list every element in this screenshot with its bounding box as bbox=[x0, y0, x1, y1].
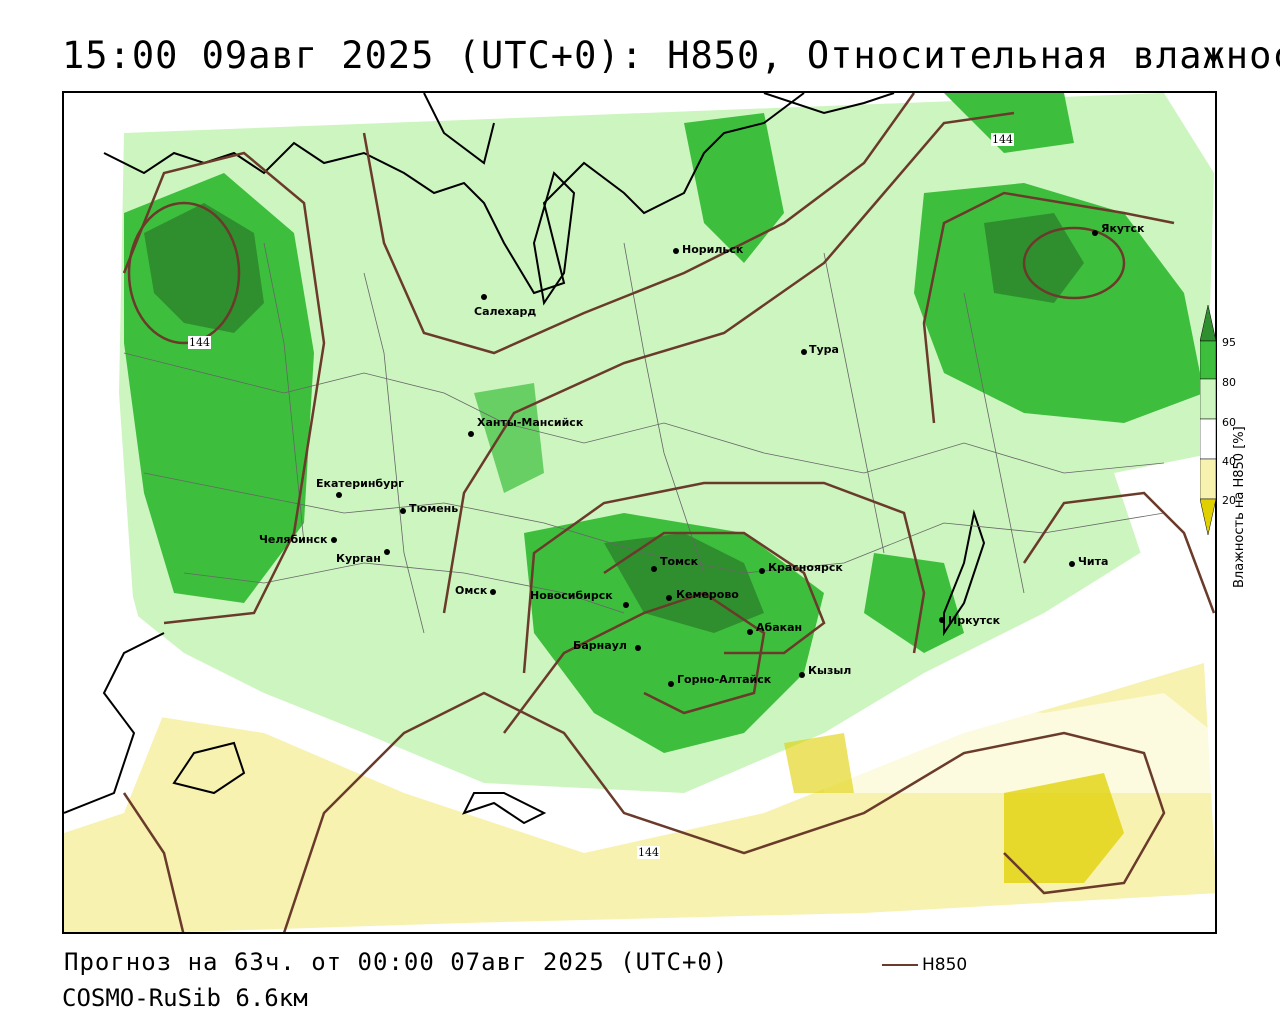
map-title: 15:00 09авг 2025 (UTC+0): H850, Относите… bbox=[62, 34, 1280, 77]
humidity-field bbox=[64, 93, 1215, 932]
model-name: COSMO-RuSib 6.6км bbox=[62, 984, 308, 1012]
colorbar bbox=[1200, 305, 1216, 535]
city-label: Норильск bbox=[682, 243, 744, 256]
colorbar-tick: 40 bbox=[1222, 455, 1236, 468]
city-label: Курган bbox=[336, 552, 381, 565]
city-label: Тюмень bbox=[409, 502, 459, 515]
city-label: Челябинск bbox=[259, 533, 328, 546]
city-label: Абакан bbox=[756, 621, 803, 634]
city-label: Салехард bbox=[474, 305, 537, 318]
isoline-label: 144 bbox=[991, 133, 1014, 146]
city-label: Екатеринбург bbox=[316, 477, 404, 490]
city-label: Красноярск bbox=[768, 561, 843, 574]
city-label: Новосибирск bbox=[530, 589, 613, 602]
colorbar-title: Влажность на H850 [%] bbox=[1232, 426, 1247, 588]
colorbar-tick: 80 bbox=[1222, 376, 1236, 389]
city-label: Кызыл bbox=[808, 664, 852, 677]
city-label: Иркутск bbox=[948, 614, 1001, 627]
city-label: Ханты-Мансийск bbox=[477, 416, 584, 429]
legend-label: H850 bbox=[922, 955, 968, 975]
city-label: Тура bbox=[809, 343, 839, 356]
forecast-info: Прогноз на 63ч. от 00:00 07авг 2025 (UTC… bbox=[64, 948, 729, 976]
forecast-map: 144 144 144 Норильск Салехард Тура Якутс… bbox=[62, 91, 1217, 934]
city-label: Барнаул bbox=[573, 639, 627, 652]
city-label: Чита bbox=[1078, 555, 1109, 568]
city-label: Томск bbox=[660, 555, 699, 568]
colorbar-tick: 20 bbox=[1222, 494, 1236, 507]
city-label: Кемерово bbox=[676, 588, 739, 601]
city-label: Якутск bbox=[1101, 222, 1145, 235]
colorbar-tick: 95 bbox=[1222, 336, 1236, 349]
isoline-label: 144 bbox=[188, 336, 211, 349]
city-label: Омск bbox=[455, 584, 488, 597]
legend-line-swatch bbox=[882, 964, 918, 966]
colorbar-tick: 60 bbox=[1222, 416, 1236, 429]
city-label: Горно-Алтайск bbox=[677, 673, 772, 686]
isoline-label: 144 bbox=[637, 846, 660, 859]
